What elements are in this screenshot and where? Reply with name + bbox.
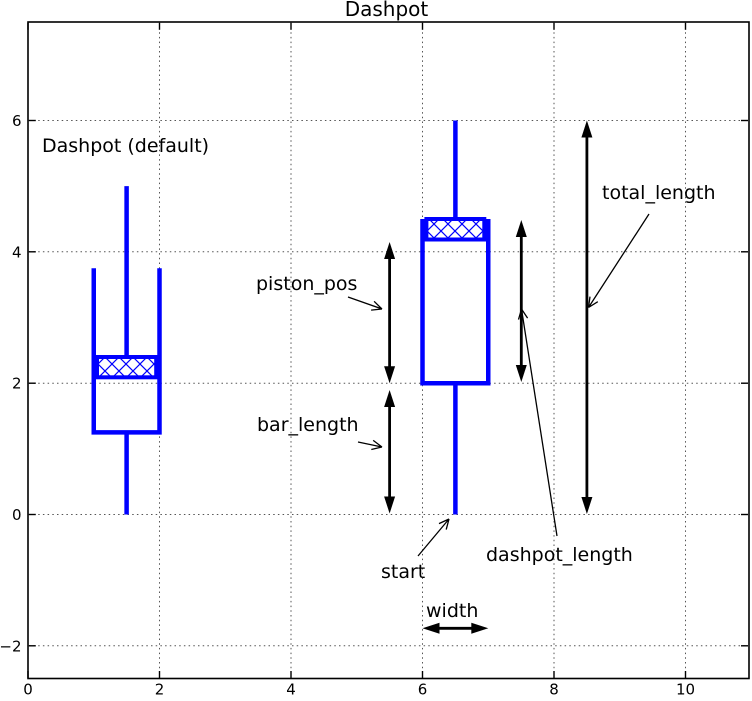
width-dimension-arrow	[422, 622, 489, 634]
dashpot-pot	[420, 219, 491, 386]
dashpot-default-caption: Dashpot (default)	[42, 135, 209, 157]
width-label: width	[426, 600, 478, 622]
y-tick-label: 6	[12, 112, 22, 130]
x-axis-bottom-ticks	[27, 671, 687, 678]
bar-length-label: bar_length	[257, 414, 359, 436]
dashpot-default-shape	[91, 186, 162, 515]
x-axis-top-ticks	[27, 22, 687, 30]
axis-ticks	[27, 22, 748, 678]
x-tick-labels: 0 2 4 6 8 10	[23, 681, 695, 699]
y-tick-label: 2	[12, 375, 22, 393]
total-length-dimension-arrow	[581, 120, 593, 514]
plot-title: Dashpot	[345, 0, 429, 21]
dashpot-default-pot	[91, 268, 162, 435]
y-axis-left-ticks	[28, 119, 36, 647]
piston-pos-label: piston_pos	[256, 273, 357, 295]
x-tick-label: 6	[418, 681, 428, 698]
dashpot-piston	[424, 217, 487, 242]
dashpot-length-label: dashpot_length	[486, 544, 633, 566]
y-axis-right-ticks	[741, 119, 748, 647]
total-length-leader-arrow	[587, 213, 650, 309]
gridlines-vertical	[159, 22, 686, 678]
dashpot-length-leader-arrow	[517, 308, 558, 537]
y-tick-label: −2	[0, 637, 22, 655]
bar-length-leader-arrow	[357, 439, 383, 451]
x-tick-label: 2	[155, 681, 165, 698]
dashpot-length-dimension-arrow	[515, 220, 527, 382]
x-tick-label: 0	[23, 681, 33, 698]
start-leader-arrow	[417, 518, 450, 557]
x-tick-label: 10	[676, 681, 695, 698]
dashpot-annotated-shape	[420, 120, 491, 515]
y-tick-label: 0	[12, 506, 22, 524]
piston-pos-dimension-arrow	[384, 242, 396, 384]
leader-arrows	[347, 213, 650, 557]
dashpot-default-piston	[95, 355, 159, 380]
x-tick-label: 8	[549, 681, 559, 698]
piston-pos-leader-arrow	[347, 296, 383, 311]
bar-length-dimension-arrow	[384, 390, 396, 514]
axes-frame	[27, 21, 750, 680]
y-tick-label: 4	[12, 243, 22, 261]
x-tick-label: 4	[286, 681, 296, 698]
start-label: start	[381, 561, 425, 583]
total-length-label: total_length	[602, 182, 716, 204]
y-tick-labels: 6 4 2 0 −2	[0, 112, 22, 655]
